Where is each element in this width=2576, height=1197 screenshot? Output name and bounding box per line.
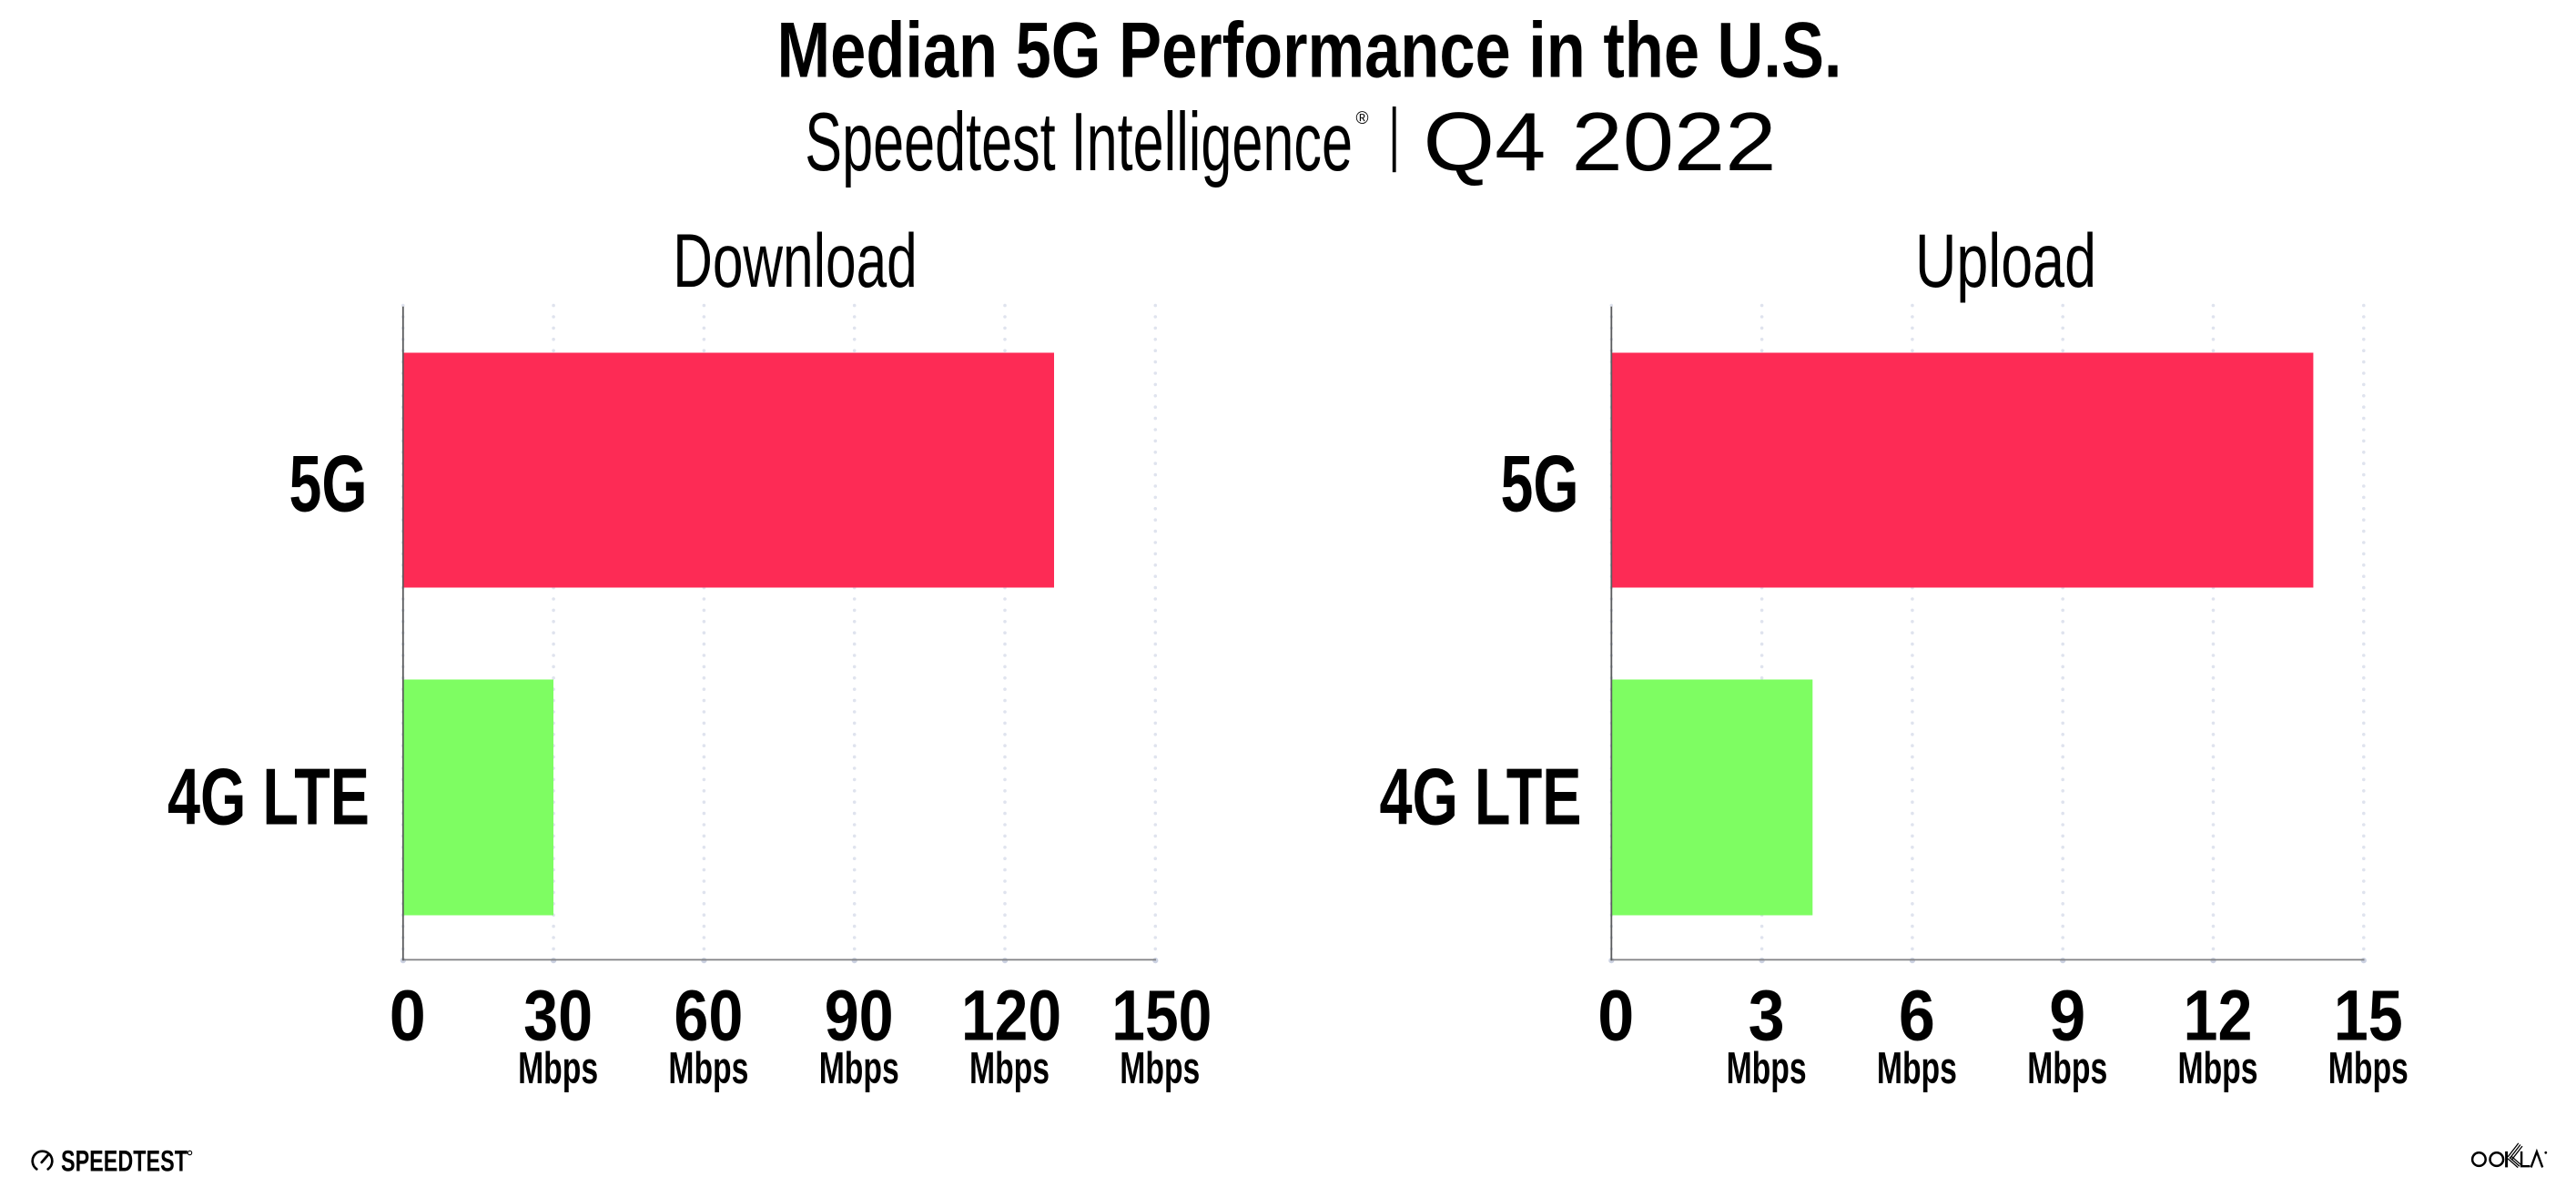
svg-text:Download: Download (673, 218, 918, 303)
svg-text:90: 90 (825, 976, 894, 1056)
svg-text:Median 5G Performance in the U: Median 5G Performance in the U.S. (777, 7, 1842, 95)
svg-text:3: 3 (1749, 976, 1785, 1056)
svg-text:Mbps: Mbps (518, 1044, 598, 1093)
svg-text:4G LTE: 4G LTE (1380, 751, 1582, 841)
svg-text:5G: 5G (1501, 439, 1579, 529)
svg-text:12: 12 (2184, 976, 2253, 1056)
svg-text:Mbps: Mbps (2027, 1044, 2107, 1093)
svg-text:Mbps: Mbps (2178, 1044, 2258, 1093)
svg-text:150: 150 (1111, 976, 1212, 1056)
svg-text:Mbps: Mbps (1727, 1044, 1807, 1093)
svg-text:15: 15 (2334, 976, 2403, 1056)
svg-text:Mbps: Mbps (1120, 1044, 1200, 1093)
svg-text:30: 30 (523, 976, 593, 1056)
svg-text:Speedtest Intelligence: Speedtest Intelligence (805, 96, 1353, 188)
svg-text:Mbps: Mbps (819, 1044, 899, 1093)
svg-text:Mbps: Mbps (2328, 1044, 2409, 1093)
svg-text:Upload: Upload (1915, 218, 2096, 303)
svg-text:Mbps: Mbps (1877, 1044, 1957, 1093)
svg-text:120: 120 (961, 976, 1061, 1056)
svg-text:9: 9 (2049, 976, 2085, 1056)
svg-text:0: 0 (1597, 976, 1634, 1056)
svg-text:Mbps: Mbps (969, 1044, 1050, 1093)
svg-text:Mbps: Mbps (668, 1044, 748, 1093)
svg-text:SPEEDTEST: SPEEDTEST (61, 1144, 188, 1177)
svg-text:60: 60 (674, 976, 743, 1056)
svg-text:6: 6 (1899, 976, 1935, 1056)
svg-text:0: 0 (390, 976, 426, 1056)
svg-text:4G LTE: 4G LTE (167, 751, 370, 841)
svg-text:5G: 5G (289, 439, 368, 529)
svg-text:®: ® (1356, 109, 1369, 128)
svg-text:Q4 2022: Q4 2022 (1424, 96, 1777, 188)
